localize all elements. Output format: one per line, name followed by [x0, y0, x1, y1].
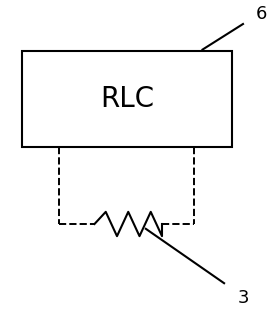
Text: RLC: RLC: [100, 85, 154, 113]
Text: 3: 3: [237, 289, 249, 307]
Bar: [22, 51, 232, 147]
Text: 6: 6: [256, 5, 268, 23]
